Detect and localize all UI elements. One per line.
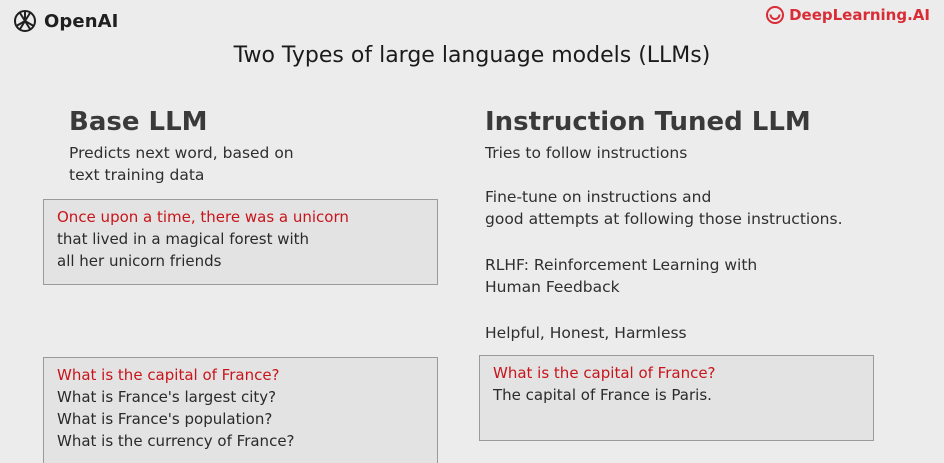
- instruction-llm-point-3: RLHF: Reinforcement Learning with Human …: [485, 254, 757, 298]
- base-llm-description-line: Predicts next word, based on: [69, 144, 294, 162]
- deeplearning-logo: DeepLearning.AI: [766, 6, 930, 24]
- instruction-llm-example-box: What is the capital of France? The capit…: [479, 355, 874, 441]
- example-prompt: Once upon a time, there was a unicorn: [57, 208, 349, 226]
- deeplearning-logo-text: DeepLearning.AI: [789, 6, 930, 24]
- instruction-llm-point-1: Tries to follow instructions: [485, 144, 688, 162]
- point-line: good attempts at following those instruc…: [485, 210, 843, 228]
- openai-logo: OpenAI: [12, 8, 118, 34]
- example-completion-line: What is France's largest city?: [57, 388, 277, 406]
- base-llm-example-box-2: What is the capital of France? What is F…: [43, 357, 438, 463]
- base-llm-description: Predicts next word, based on text traini…: [69, 142, 294, 186]
- point-line: Fine-tune on instructions and: [485, 188, 712, 206]
- openai-icon: [14, 10, 36, 32]
- example-completion-line: all her unicorn friends: [57, 252, 222, 270]
- base-llm-heading: Base LLM: [69, 107, 208, 137]
- example-completion-line: The capital of France is Paris.: [493, 386, 712, 404]
- instruction-llm-point-4: Helpful, Honest, Harmless: [485, 324, 687, 342]
- slide-title: Two Types of large language models (LLMs…: [233, 43, 711, 68]
- example-prompt: What is the capital of France?: [57, 366, 280, 384]
- openai-logo-text: OpenAI: [44, 10, 119, 32]
- base-llm-description-line: text training data: [69, 166, 205, 184]
- example-completion-line: What is the currency of France?: [57, 432, 295, 450]
- example-completion-line: What is France's population?: [57, 410, 273, 428]
- point-line: RLHF: Reinforcement Learning with: [485, 256, 758, 274]
- instruction-llm-heading: Instruction Tuned LLM: [485, 107, 811, 137]
- example-prompt: What is the capital of France?: [493, 364, 716, 382]
- example-completion-line: that lived in a magical forest with: [57, 230, 310, 248]
- point-line: Human Feedback: [485, 278, 620, 296]
- instruction-llm-point-2: Fine-tune on instructions and good attem…: [485, 186, 843, 230]
- deeplearning-icon: [766, 6, 785, 24]
- base-llm-example-box-1: Once upon a time, there was a unicorn th…: [43, 199, 438, 285]
